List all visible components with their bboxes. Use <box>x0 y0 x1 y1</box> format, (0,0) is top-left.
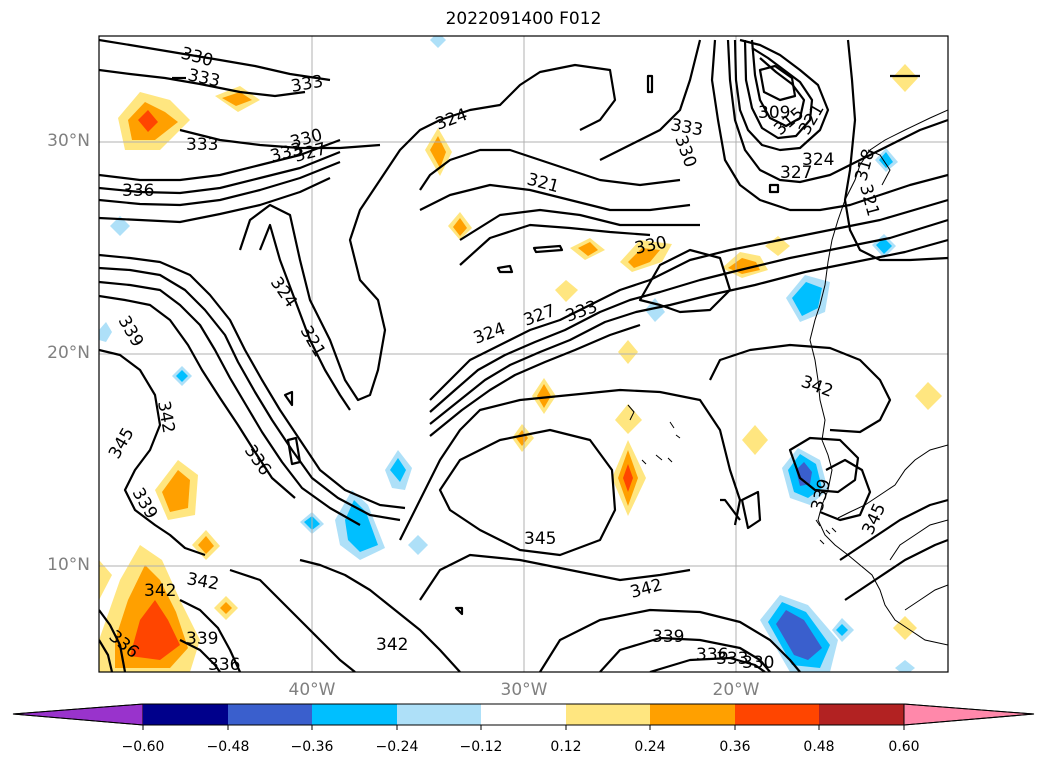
contour-label: 321 <box>525 170 562 198</box>
coastlines <box>627 109 948 646</box>
colorbar-tick-label: −0.60 <box>121 739 165 755</box>
lat-label-10n: 10°N <box>47 555 90 575</box>
lon-label-40w: 40°W <box>288 680 336 700</box>
colorbar-tick-label: 0.36 <box>719 739 751 755</box>
graticule <box>99 36 948 672</box>
contour-label: 327 <box>521 301 558 331</box>
contour-label: 321 <box>855 182 883 219</box>
contour-label: 339 <box>186 629 218 649</box>
colorbar-segment <box>566 704 650 725</box>
colorbar-extend-low <box>12 703 144 726</box>
contour-label: 333 <box>716 649 748 669</box>
colorbar-segment <box>143 704 228 725</box>
colorbar-tick-label: −0.48 <box>206 739 250 755</box>
lon-label-30w: 30°W <box>500 680 548 700</box>
contour-label: 324 <box>266 273 301 311</box>
colorbar-segment <box>650 704 735 725</box>
colorbar-tick-label: 0.48 <box>803 739 835 755</box>
contour-label: 318 <box>852 147 880 184</box>
contour-label: 339 <box>114 313 148 351</box>
colorbar-tick-label: −0.12 <box>459 739 503 755</box>
contour-label: 342 <box>153 399 178 434</box>
colorbar-tick-label: −0.36 <box>290 739 334 755</box>
map-frame <box>98 35 949 673</box>
contour-label: 324 <box>802 150 834 170</box>
contour-label: 333 <box>186 65 222 91</box>
contour-label: 345 <box>105 424 139 462</box>
colorbar-tick-label: 0.24 <box>634 739 666 755</box>
lat-label-30n: 30°N <box>47 131 90 151</box>
contour-label: 339 <box>652 627 684 647</box>
colorbar-segment <box>228 704 312 725</box>
colorbar-tick-label: 0.60 <box>888 739 920 755</box>
contour-label: 333 <box>563 297 600 327</box>
colorbar-tick-label: 0.12 <box>550 739 582 755</box>
contour-label: 333 <box>289 72 324 97</box>
contour-lines <box>99 38 948 672</box>
map-title: 2022091400 F012 <box>445 9 602 29</box>
colorbar-segment <box>819 704 904 725</box>
colorbar-extend-high <box>903 703 1035 726</box>
colorbar-segment <box>481 704 566 725</box>
contour-label: 327 <box>780 163 812 183</box>
positive-anomaly <box>99 64 942 672</box>
contour-label: 345 <box>524 529 556 549</box>
contour-label: 342 <box>376 635 408 655</box>
colorbar-segment <box>312 704 397 725</box>
contour-label: 342 <box>798 372 835 402</box>
colorbar-tick-label: −0.24 <box>375 739 419 755</box>
lon-label-20w: 20°W <box>712 680 760 700</box>
contour-label: 309 <box>758 103 790 123</box>
lat-label-20n: 20°N <box>47 343 90 363</box>
shading-layer <box>99 36 942 672</box>
colorbar-segment <box>397 704 481 725</box>
contour-label: 342 <box>144 581 176 601</box>
contour-label: 330 <box>742 653 774 673</box>
contour-label: 336 <box>696 645 728 665</box>
colorbar-segment <box>735 704 819 725</box>
contour-label: 336 <box>208 655 240 675</box>
contour-label: 333 <box>186 135 218 155</box>
colorbar <box>12 703 1035 730</box>
contour-label: 324 <box>433 105 470 135</box>
contour-label: 342 <box>185 569 220 594</box>
contour-label: 336 <box>122 181 154 201</box>
